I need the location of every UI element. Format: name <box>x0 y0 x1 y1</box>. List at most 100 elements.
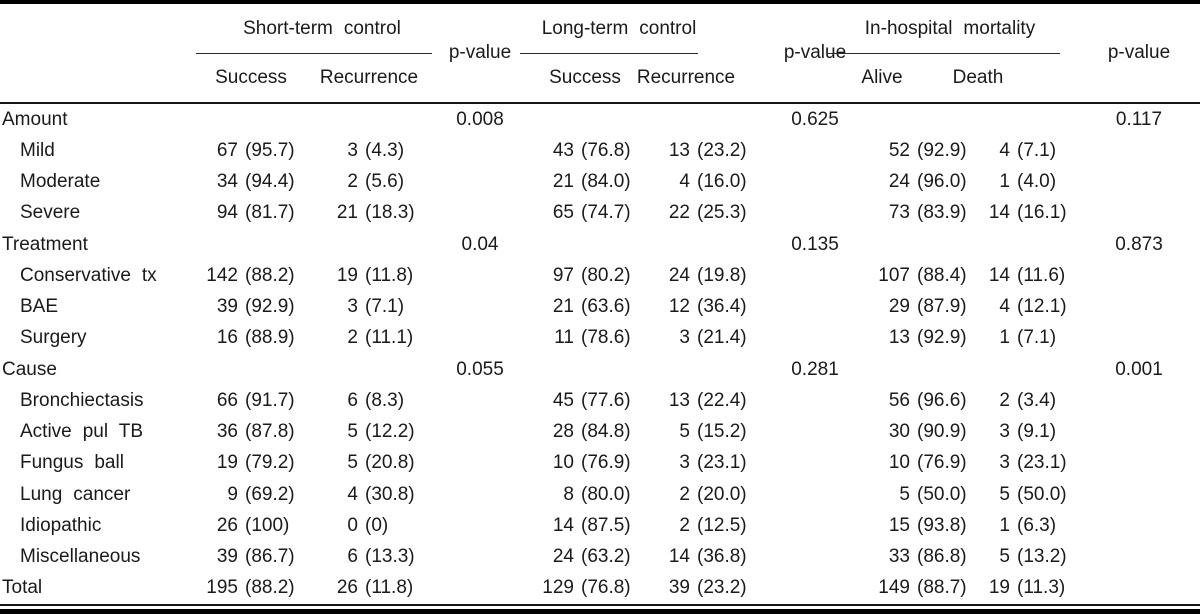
percent-value: (95.7) <box>245 139 295 161</box>
cell-p-value-short-term <box>422 292 538 323</box>
percent-value: (20.8) <box>365 452 415 474</box>
count-value: 19 <box>216 452 238 474</box>
cell-p-value-mortality <box>1078 135 1200 166</box>
cell-death: 1 (6.3) <box>980 510 1078 541</box>
cell-alive: 13 (92.9) <box>868 323 980 354</box>
percent-value: (94.4) <box>245 171 295 193</box>
cell-long-term-success: 65 (74.7) <box>538 198 642 229</box>
header-group-in-hospital-mortality: In-hospital mortality <box>828 4 1060 54</box>
percent-value: (7.1) <box>1017 139 1057 161</box>
cell-p-value-mortality: 0.873 <box>1115 233 1163 255</box>
row-label: Total <box>2 577 43 599</box>
cell-p-value-long-term <box>762 417 868 448</box>
cell-alive: 30 (90.9) <box>868 417 980 448</box>
table-row: Bronchiectasis 66 (91.7) 6 (8.3) 45 (77.6) … <box>0 385 1200 416</box>
percent-value: (86.8) <box>917 546 967 568</box>
count-value: 36 <box>216 421 238 443</box>
count-value: 52 <box>888 139 910 161</box>
cell-short-term-recurrence <box>300 104 422 135</box>
count-value: 94 <box>216 202 238 224</box>
percent-value: (78.6) <box>581 327 631 349</box>
cell-long-term-recurrence: 13 (22.4) <box>642 385 762 416</box>
count-value: 39 <box>216 546 238 568</box>
cell-short-term-recurrence: 5 (20.8) <box>300 448 422 479</box>
percent-value: (88.9) <box>245 327 295 349</box>
cell-long-term-recurrence: 5 (15.2) <box>642 417 762 448</box>
percent-value: (63.6) <box>581 296 631 318</box>
cell-long-term-recurrence: 3 (23.1) <box>642 448 762 479</box>
cell-long-term-success: 28 (84.8) <box>538 417 642 448</box>
percent-value: (87.9) <box>917 296 967 318</box>
percent-value: (69.2) <box>245 483 295 505</box>
percent-value: (15.2) <box>697 421 747 443</box>
header-p-value-short-term: p-value <box>422 4 538 102</box>
count-value: 5 <box>347 421 358 443</box>
cell-short-term-recurrence: 6 (8.3) <box>300 385 422 416</box>
cell-p-value-mortality <box>1078 167 1200 198</box>
cell-long-term-recurrence: 22 (25.3) <box>642 198 762 229</box>
subheader-label: Success <box>549 67 621 88</box>
cell-short-term-recurrence: 3 (4.3) <box>300 135 422 166</box>
count-value: 24 <box>668 264 690 286</box>
table-row: Amount 0.008 0.625 0.117 <box>0 104 1200 135</box>
count-value: 2 <box>679 514 690 536</box>
cell-p-value-short-term <box>422 260 538 291</box>
cell-long-term-recurrence: 12 (36.4) <box>642 292 762 323</box>
cell-long-term-recurrence: 13 (23.2) <box>642 135 762 166</box>
count-value: 1 <box>999 171 1010 193</box>
percent-value: (88.2) <box>245 264 295 286</box>
cell-p-value-long-term <box>762 260 868 291</box>
cell-short-term-success: 39 (86.7) <box>188 542 300 573</box>
table-row: Cause 0.055 0.281 0.001 <box>0 354 1200 385</box>
percent-value: (87.5) <box>581 514 631 536</box>
count-value: 67 <box>216 139 238 161</box>
percent-value: (0) <box>365 514 389 536</box>
cell-p-value-short-term <box>422 510 538 541</box>
cell-death <box>980 104 1078 135</box>
table-row: Idiopathic 26 (100) 0 (0) 14 (87.5) 2 (12.5)… <box>0 510 1200 541</box>
count-value: 5 <box>999 483 1010 505</box>
percent-value: (96.0) <box>917 171 967 193</box>
row-label: Severe <box>20 202 81 224</box>
percent-value: (23.2) <box>697 577 747 599</box>
cell-p-value-long-term <box>762 167 868 198</box>
percent-value: (100) <box>245 514 290 536</box>
percent-value: (11.3) <box>1017 577 1066 599</box>
count-value: 16 <box>216 327 238 349</box>
p-value-label: p-value <box>783 42 847 63</box>
table-row: BAE 39 (92.9) 3 (7.1) 21 (63.6) 12 (36.4) 29… <box>0 292 1200 323</box>
cell-alive: 33 (86.8) <box>868 542 980 573</box>
cell-p-value-long-term: 0.281 <box>791 358 839 380</box>
cell-death <box>980 354 1078 385</box>
percent-value: (23.2) <box>697 139 747 161</box>
header-group-short-term-control: Short-term control <box>196 4 432 54</box>
cell-alive: 107 (88.4) <box>868 260 980 291</box>
count-value: 15 <box>888 514 910 536</box>
count-value: 142 <box>206 264 238 286</box>
cell-long-term-recurrence <box>642 104 762 135</box>
percent-value: (83.9) <box>917 202 967 224</box>
cell-death: 14 (16.1) <box>980 198 1078 229</box>
row-label: Idiopathic <box>20 514 102 536</box>
header-p-value-mortality: p-value <box>1078 4 1200 102</box>
cell-alive: 24 (96.0) <box>868 167 980 198</box>
percent-value: (76.8) <box>581 139 631 161</box>
row-label: Conservative tx <box>20 264 157 286</box>
percent-value: (80.0) <box>581 483 631 505</box>
percent-value: (76.9) <box>581 452 631 474</box>
percent-value: (5.6) <box>365 171 405 193</box>
count-value: 33 <box>888 546 910 568</box>
cell-short-term-recurrence: 6 (13.3) <box>300 542 422 573</box>
percent-value: (30.8) <box>365 483 415 505</box>
percent-value: (8.3) <box>365 389 405 411</box>
percent-value: (19.8) <box>697 264 747 286</box>
count-value: 2 <box>347 327 358 349</box>
count-value: 195 <box>206 577 238 599</box>
cell-short-term-recurrence: 0 (0) <box>300 510 422 541</box>
cell-short-term-success: 26 (100) <box>188 510 300 541</box>
subheader-long-term-recurrence: Recurrence <box>637 54 762 102</box>
percent-value: (11.1) <box>365 327 414 349</box>
percent-value: (12.5) <box>697 514 747 536</box>
cell-short-term-success <box>188 229 300 260</box>
cell-long-term-success: 43 (76.8) <box>538 135 642 166</box>
